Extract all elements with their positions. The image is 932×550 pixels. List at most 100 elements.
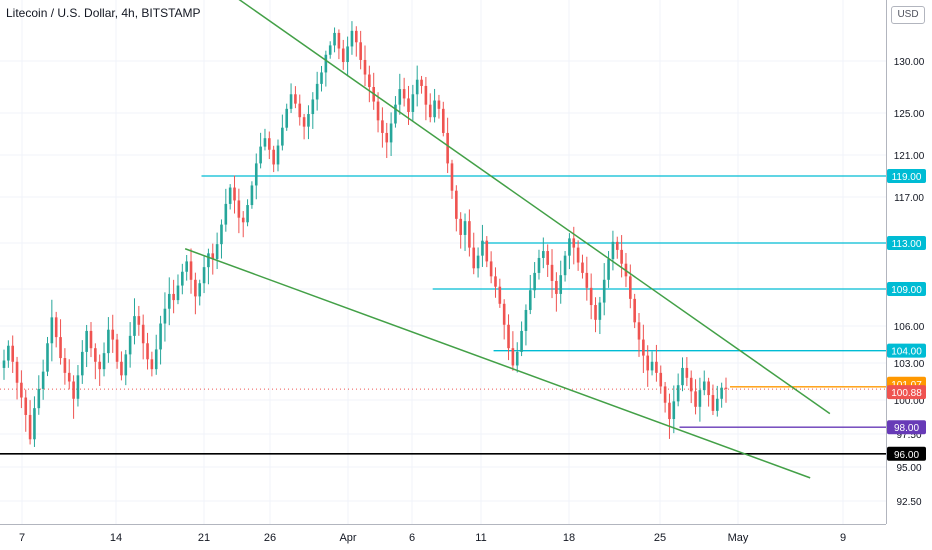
- candle-body: [694, 391, 697, 407]
- candle: [450, 159, 454, 199]
- candle: [485, 236, 489, 268]
- candle: [207, 248, 210, 285]
- level-price-text: 104.00: [891, 347, 922, 358]
- candle: [141, 314, 145, 360]
- candle: [368, 65, 371, 103]
- candle-body: [715, 398, 719, 411]
- candle-body: [20, 382, 23, 398]
- candle-body: [163, 308, 167, 324]
- candle: [707, 377, 710, 407]
- candle: [176, 274, 180, 305]
- candle-body: [559, 275, 563, 294]
- candle: [72, 375, 75, 419]
- candle-body: [433, 100, 436, 118]
- candle: [167, 277, 171, 326]
- candle: [59, 319, 62, 365]
- candle-body: [80, 351, 84, 376]
- candle: [502, 299, 506, 340]
- candle-body: [502, 303, 506, 325]
- candle: [302, 113, 306, 140]
- candle: [11, 335, 15, 373]
- candle: [581, 254, 584, 279]
- candle-body: [2, 360, 6, 368]
- candle: [50, 299, 54, 362]
- candle-body: [185, 261, 188, 272]
- candle-body: [698, 390, 702, 407]
- candle: [220, 219, 223, 259]
- currency-badge[interactable]: USD: [891, 6, 925, 24]
- candle: [298, 94, 302, 126]
- candle: [607, 251, 610, 288]
- candle-body: [437, 100, 441, 109]
- candle-body: [581, 262, 584, 273]
- candle: [572, 226, 576, 265]
- candle: [663, 381, 667, 413]
- candle: [350, 21, 354, 55]
- candle: [307, 105, 310, 140]
- candle: [28, 400, 32, 445]
- candle: [98, 354, 101, 386]
- candle-body: [681, 367, 684, 386]
- level-price-text: 113.00: [892, 239, 922, 250]
- candle-body: [124, 354, 128, 376]
- candle-body: [302, 117, 306, 127]
- candle-body: [107, 329, 110, 354]
- candle: [428, 93, 432, 123]
- candle-body: [354, 30, 358, 43]
- candle-body: [650, 361, 654, 371]
- candle-body: [607, 259, 610, 280]
- candle: [89, 322, 93, 358]
- candle-body: [33, 408, 36, 440]
- candle: [633, 293, 636, 329]
- candle: [389, 112, 393, 157]
- time-tick-label: 25: [654, 532, 666, 544]
- candle-body: [359, 42, 362, 60]
- candle-body: [711, 395, 715, 411]
- level-price-tag: [887, 282, 926, 296]
- candle: [555, 272, 558, 312]
- candle-body: [37, 388, 41, 409]
- time-tick-label: 21: [198, 532, 210, 544]
- candle-body: [254, 163, 258, 186]
- candle: [324, 50, 328, 87]
- candle: [702, 370, 706, 396]
- candle: [411, 84, 415, 121]
- candle: [359, 30, 362, 70]
- price-axis[interactable]: 130.00 125.00 121.00 117.00 113.00 109.00 106.…: [886, 0, 925, 524]
- candle-body: [146, 343, 149, 360]
- candle-body: [472, 247, 476, 269]
- candle: [620, 235, 623, 278]
- candle-body: [520, 330, 523, 352]
- candle-body: [176, 285, 180, 301]
- candle-body: [455, 190, 458, 219]
- price-tick-label: 125.00: [894, 109, 925, 120]
- candle: [455, 185, 458, 232]
- candle: [372, 72, 376, 110]
- candle: [154, 334, 158, 375]
- candle: [198, 279, 202, 306]
- candle: [128, 322, 132, 368]
- candle: [672, 385, 676, 434]
- candle-body: [376, 101, 380, 121]
- candle-body: [268, 138, 271, 150]
- time-tick-label: 6: [409, 532, 415, 544]
- candle-body: [642, 339, 645, 356]
- time-axis[interactable]: 7 14 21 26 Apr 6 11 18 25 May 9: [0, 524, 886, 545]
- candle: [80, 340, 84, 384]
- candle-body: [450, 163, 454, 191]
- candle-body: [702, 381, 706, 391]
- candle-body: [115, 339, 119, 362]
- candle-body: [428, 104, 432, 118]
- candle-body: [59, 337, 62, 359]
- candle-body: [202, 267, 206, 284]
- candle-body: [707, 381, 710, 396]
- trendline: [184, 248, 811, 479]
- candle: [237, 188, 241, 234]
- candle: [202, 255, 206, 294]
- candle: [276, 139, 280, 172]
- candle: [172, 279, 175, 314]
- candle: [646, 345, 650, 387]
- candle: [420, 75, 423, 94]
- candle-body: [485, 240, 489, 262]
